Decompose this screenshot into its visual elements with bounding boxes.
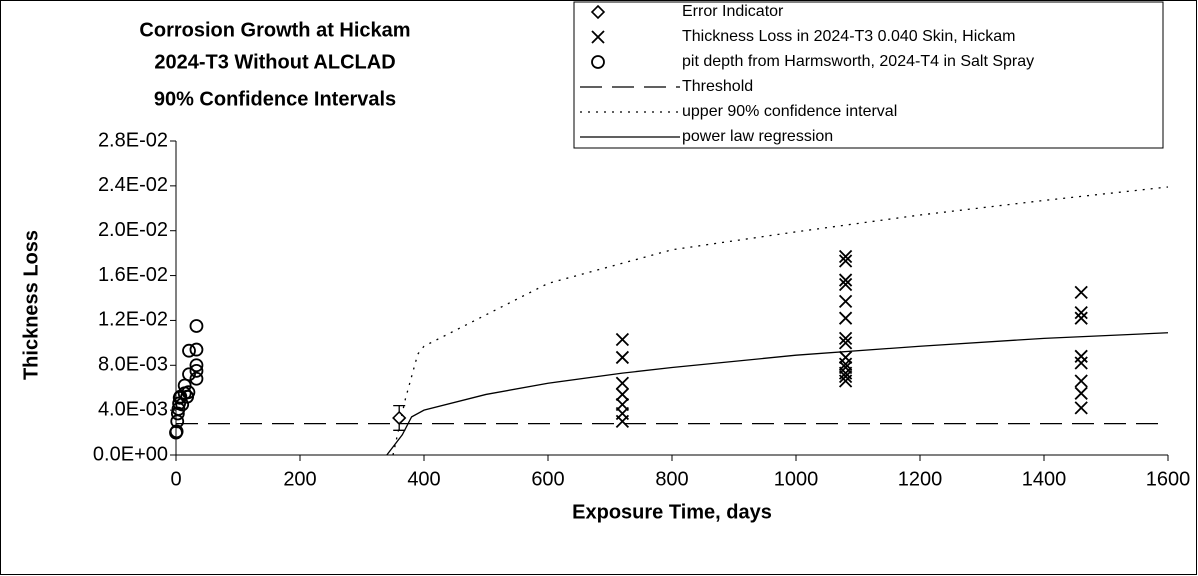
cross-marker: [1074, 285, 1088, 300]
diamond-marker: [590, 4, 606, 20]
cross-marker: [838, 336, 853, 350]
x-tick-label: 200: [283, 468, 316, 490]
y-tick-label: 2.0E-02: [98, 219, 168, 241]
series-line: [392, 186, 1169, 456]
legend-label: Threshold: [682, 78, 753, 95]
legend-box: [573, 1, 1164, 149]
cross-marker: [838, 294, 853, 309]
cross-marker: [1074, 311, 1088, 325]
cross-marker: [838, 249, 853, 264]
cross-marker: [615, 414, 630, 428]
circle-marker: [182, 367, 196, 382]
cross-marker: [615, 376, 630, 390]
x-tick-label: 1400: [1022, 468, 1067, 490]
circle-marker: [591, 55, 605, 69]
x-tick-label: 0: [170, 468, 181, 490]
series-line: [386, 332, 1169, 456]
cross-marker: [1074, 401, 1088, 415]
y-tick-label: 0.0E+00: [93, 443, 168, 465]
cross-marker: [615, 332, 630, 347]
circle-marker: [189, 319, 204, 333]
legend-label: Thickness Loss in 2024-T3 0.040 Skin, Hi…: [682, 28, 1015, 45]
circle-marker: [189, 342, 204, 357]
x-tick-label: 600: [531, 468, 564, 490]
y-tick-label: 2.4E-02: [98, 174, 168, 196]
y-tick-label: 2.8E-02: [98, 129, 168, 151]
x-tick-label: 1200: [898, 468, 943, 490]
cross-marker: [615, 387, 630, 402]
y-tick-label: 8.0E-03: [98, 354, 168, 376]
chart-title: 2024-T3 Without ALCLAD: [154, 51, 395, 73]
x-tick-label: 1000: [774, 468, 819, 490]
y-tick-label: 1.6E-02: [98, 264, 168, 286]
y-tick-label: 1.2E-02: [98, 309, 168, 331]
circle-marker: [181, 385, 196, 400]
circle-marker: [189, 358, 204, 373]
circle-marker: [182, 343, 196, 358]
cross-marker: [1074, 356, 1088, 370]
cross-marker: [615, 350, 630, 365]
cross-marker: [1074, 386, 1088, 400]
cross-marker: [838, 369, 853, 384]
legend-label: upper 90% confidence interval: [682, 103, 897, 120]
cross-marker: [838, 273, 853, 287]
x-tick-label: 400: [407, 468, 440, 490]
cross-marker: [1074, 305, 1088, 320]
cross-marker: [838, 374, 853, 388]
circle-marker: [189, 371, 204, 386]
circle-marker: [169, 424, 184, 439]
cross-marker: [838, 277, 853, 292]
cross-marker: [838, 331, 853, 346]
x-axis-label: Exposure Time, days: [572, 501, 772, 523]
chart-title: 90% Confidence Intervals: [154, 88, 396, 110]
circle-marker: [189, 363, 204, 378]
cross-marker: [838, 254, 853, 268]
legend-label: power law regression: [682, 128, 833, 145]
cross-marker: [838, 311, 853, 325]
y-tick-label: 4.0E-03: [98, 398, 168, 420]
x-tick-label: 800: [655, 468, 688, 490]
cross-marker: [591, 30, 605, 44]
cross-marker: [1074, 374, 1088, 388]
legend-label: Error Indicator: [682, 3, 784, 20]
legend-label: pit depth from Harmsworth, 2024-T4 in Sa…: [682, 53, 1034, 70]
x-tick-label: 1600: [1146, 468, 1191, 490]
y-axis-label: Thickness Loss: [20, 230, 42, 380]
chart-title: Corrosion Growth at Hickam: [139, 19, 410, 41]
